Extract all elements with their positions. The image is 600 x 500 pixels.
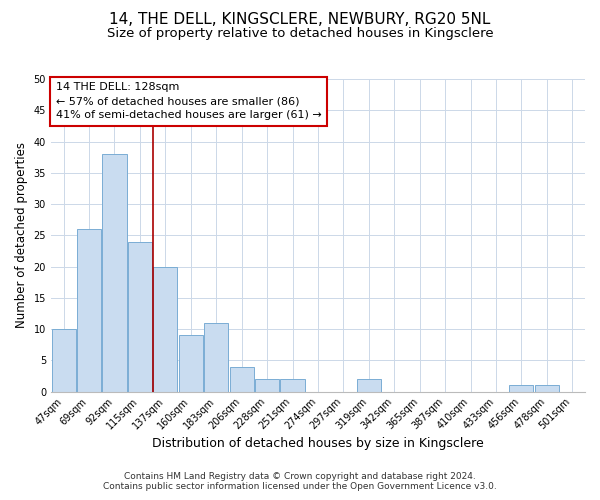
Bar <box>128 242 152 392</box>
Text: 14, THE DELL, KINGSCLERE, NEWBURY, RG20 5NL: 14, THE DELL, KINGSCLERE, NEWBURY, RG20 … <box>109 12 491 28</box>
Bar <box>509 386 533 392</box>
Bar <box>179 336 203 392</box>
Y-axis label: Number of detached properties: Number of detached properties <box>15 142 28 328</box>
Bar <box>204 323 229 392</box>
Bar <box>153 266 178 392</box>
Bar <box>255 379 279 392</box>
Text: Contains HM Land Registry data © Crown copyright and database right 2024.: Contains HM Land Registry data © Crown c… <box>124 472 476 481</box>
Text: 14 THE DELL: 128sqm
← 57% of detached houses are smaller (86)
41% of semi-detach: 14 THE DELL: 128sqm ← 57% of detached ho… <box>56 82 322 120</box>
X-axis label: Distribution of detached houses by size in Kingsclere: Distribution of detached houses by size … <box>152 437 484 450</box>
Bar <box>230 366 254 392</box>
Bar <box>52 329 76 392</box>
Bar <box>357 379 381 392</box>
Bar <box>535 386 559 392</box>
Text: Contains public sector information licensed under the Open Government Licence v3: Contains public sector information licen… <box>103 482 497 491</box>
Text: Size of property relative to detached houses in Kingsclere: Size of property relative to detached ho… <box>107 28 493 40</box>
Bar <box>77 229 101 392</box>
Bar <box>103 154 127 392</box>
Bar <box>280 379 305 392</box>
